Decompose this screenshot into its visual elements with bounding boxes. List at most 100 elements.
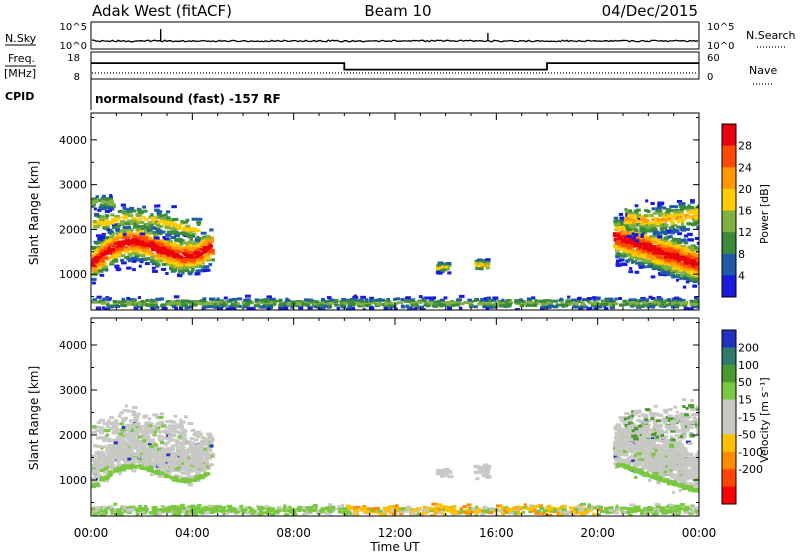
power-echo [676,259,681,263]
power-echo [145,299,150,302]
power-echo [656,222,660,226]
power-echo [300,300,304,304]
velocity-echo [197,450,202,454]
power-echo [651,264,657,268]
velocity-data [91,398,699,516]
velocity-echo [208,444,212,448]
power-echo [571,302,576,306]
velocity-echo [195,472,201,476]
velocity-echo [159,449,164,453]
velocity-echo [182,448,189,452]
power-echo [178,231,184,235]
power-echo [194,265,199,269]
velocity-echo [96,452,100,456]
velocity-echo [200,436,206,440]
power-echo [654,231,660,235]
velocity-echo [153,471,159,475]
power-echo [132,209,137,213]
velocity-echo [189,437,195,440]
velocity-echo [166,459,171,463]
power-echo [692,222,698,226]
power-echo [197,269,203,273]
power-echo [427,296,432,300]
velocity-echo [121,418,125,422]
power-echo [250,301,255,305]
power-echo [128,232,135,236]
power-echo [115,305,121,308]
power-echo [649,239,654,243]
power-echo [167,239,173,243]
velocity-echo [93,459,97,463]
power-echo [146,303,150,307]
power-echo [357,304,362,308]
power-echo [694,237,699,240]
power-echo [138,245,142,249]
power-echo [670,305,675,309]
velocity-echo [173,444,179,447]
power-echo [649,223,654,227]
power-echo [137,296,142,300]
power-echo [126,300,132,304]
power-echo [653,239,659,243]
velocity-echo [123,427,128,431]
velocity-echo [181,463,187,467]
power-echo [440,303,445,307]
velocity-echo [147,450,153,454]
velocity-echo [92,431,98,434]
velocity-echo [164,443,168,447]
power-echo [242,304,249,307]
power-echo [602,304,607,308]
power-echo [676,215,683,219]
velocity-echo [159,423,165,427]
power-echo [694,246,698,249]
power-echo [278,303,283,307]
power-echo [383,301,389,305]
power-echo [687,232,693,236]
power-echo [629,304,633,308]
power-echo [661,218,666,222]
power-echo [369,306,375,310]
power-echo [225,301,229,305]
velocity-echo [115,466,120,470]
power-echo [670,209,675,213]
power-echo [697,268,699,272]
power-echo [204,256,211,260]
power-echo [143,252,148,256]
date-title: 04/Dec/2015 [602,2,698,20]
velocity-echo [93,473,98,476]
nave-label: Nave [749,64,777,77]
power-echo [254,304,261,308]
power-echo [540,300,546,304]
velocity-echo [92,425,97,429]
velocity-echo [133,427,138,431]
velocity-echo [147,447,152,451]
power-echo [475,267,481,271]
velocity-echo [119,411,124,415]
velocity-echo [189,456,195,460]
power-echo [657,245,662,249]
power-echo [192,303,198,307]
power-xticks [90,113,700,310]
velocity-echo [167,461,173,465]
power-echo [581,302,585,306]
power-echo [672,229,679,232]
power-echo [191,269,195,273]
power-echo [514,308,520,310]
power-echo [119,220,126,224]
velocity-echo [672,449,677,453]
power-echo [165,300,172,304]
power-echo [117,222,124,226]
power-echo [200,247,205,251]
power-echo [101,235,106,239]
power-echo [692,305,696,309]
power-echo [161,306,167,310]
power-echo [327,304,332,308]
power-echo [692,284,698,288]
power-echo [620,219,627,223]
velocity-echo [153,433,157,437]
power-echo [133,247,138,251]
power-echo [326,296,332,300]
power-echo [680,266,684,270]
velocity-echo [189,443,193,447]
power-echo [321,306,326,310]
